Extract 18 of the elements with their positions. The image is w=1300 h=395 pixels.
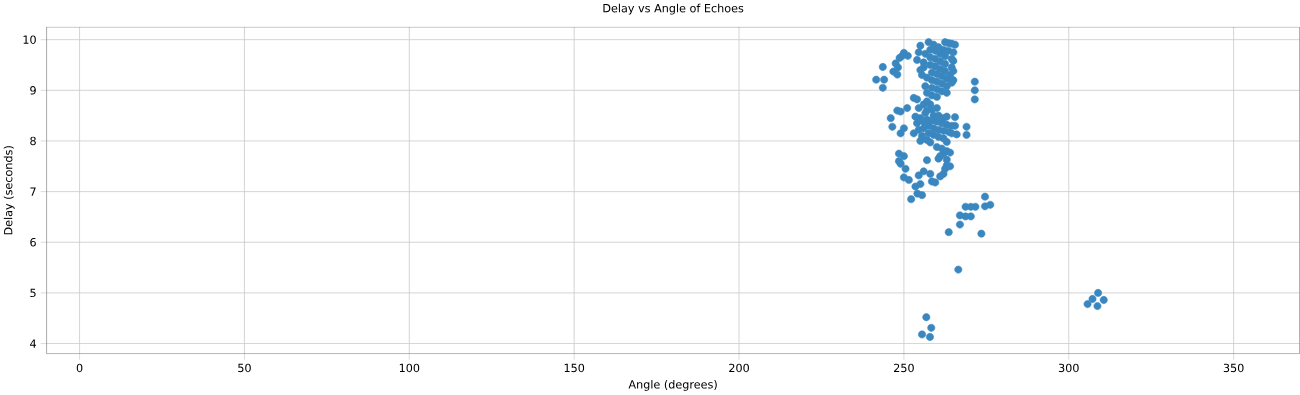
- y-tick-label: 8: [30, 136, 36, 146]
- y-tick-label: 7: [30, 187, 36, 196]
- y-tick-label: 9: [30, 86, 36, 95]
- x-tick-label: 100: [399, 363, 420, 373]
- y-tick-label: 6: [30, 238, 36, 247]
- y-tick-label: 4: [30, 339, 36, 348]
- y-tick-label: 5: [30, 289, 36, 298]
- x-tick-label: 150: [564, 363, 585, 373]
- chart-title: Delay vs Angle of Echoes: [603, 3, 744, 15]
- x-tick-label: 0: [76, 363, 83, 373]
- x-tick-label: 300: [1058, 363, 1079, 373]
- x-tick-label: 50: [238, 363, 251, 373]
- x-tick-label: 350: [1223, 363, 1244, 373]
- x-axis-title: Angle (degrees): [628, 380, 717, 392]
- x-tick-label: 250: [894, 363, 914, 373]
- y-tick-label: 10: [23, 35, 36, 45]
- x-tick-label: 200: [729, 363, 749, 373]
- y-axis-title: Delay (seconds): [3, 146, 15, 235]
